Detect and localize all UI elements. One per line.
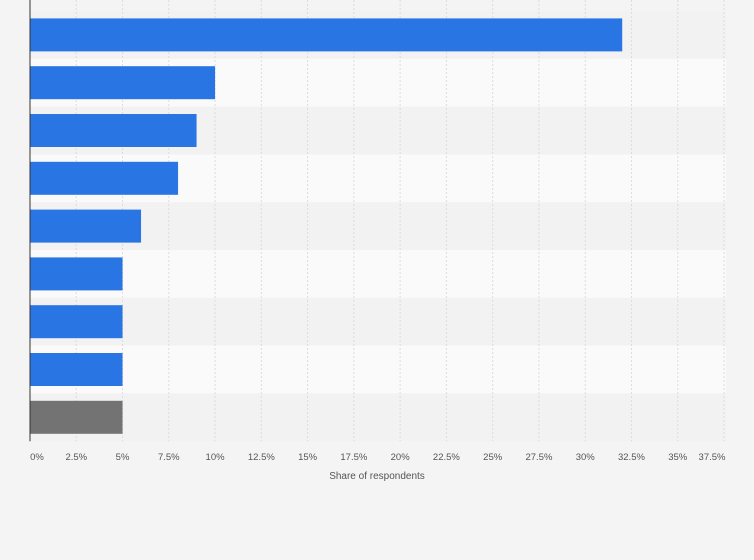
x-tick-labels: 0% 2.5% 5% 7.5% 10% 12.5% 15% 17.5% 20% 22.5% 25% 2… xyxy=(30,452,726,463)
row-band xyxy=(30,202,726,250)
x-tick-label: 7.5% xyxy=(158,452,180,463)
gridlines xyxy=(75,0,725,442)
x-tick-label: 5% xyxy=(116,452,130,463)
bar xyxy=(30,66,216,100)
bar xyxy=(30,400,123,434)
x-tick-label: 10% xyxy=(206,452,226,463)
x-tick-label: 35% xyxy=(668,452,688,463)
bar xyxy=(30,257,123,291)
row-band xyxy=(30,297,726,346)
bar xyxy=(30,18,623,52)
bars xyxy=(30,18,623,434)
x-tick-label: 2.5% xyxy=(65,452,87,463)
x-tick-label: 22.5% xyxy=(433,452,460,463)
row-band xyxy=(30,393,726,442)
x-tick-label: 30% xyxy=(576,452,596,463)
row-band xyxy=(30,345,726,394)
x-tick-label: 12.5% xyxy=(248,452,275,463)
x-tick-label: 25% xyxy=(483,452,503,463)
row-band xyxy=(30,250,726,298)
x-tick-label: 20% xyxy=(391,452,411,463)
bar xyxy=(30,353,123,386)
x-tick-label: 17.5% xyxy=(340,452,367,463)
x-tick-label: 0% xyxy=(30,452,44,463)
x-tick-label: 32.5% xyxy=(618,452,645,463)
bar xyxy=(30,209,142,243)
row-bands xyxy=(30,11,726,442)
bar xyxy=(30,114,197,147)
x-tick-label: 27.5% xyxy=(525,452,552,463)
x-tick-label: 37.5% xyxy=(699,452,726,463)
bar xyxy=(30,305,123,339)
x-axis-title: Share of respondents xyxy=(329,471,425,482)
bar xyxy=(30,161,179,195)
x-tick-label: 15% xyxy=(298,452,318,463)
